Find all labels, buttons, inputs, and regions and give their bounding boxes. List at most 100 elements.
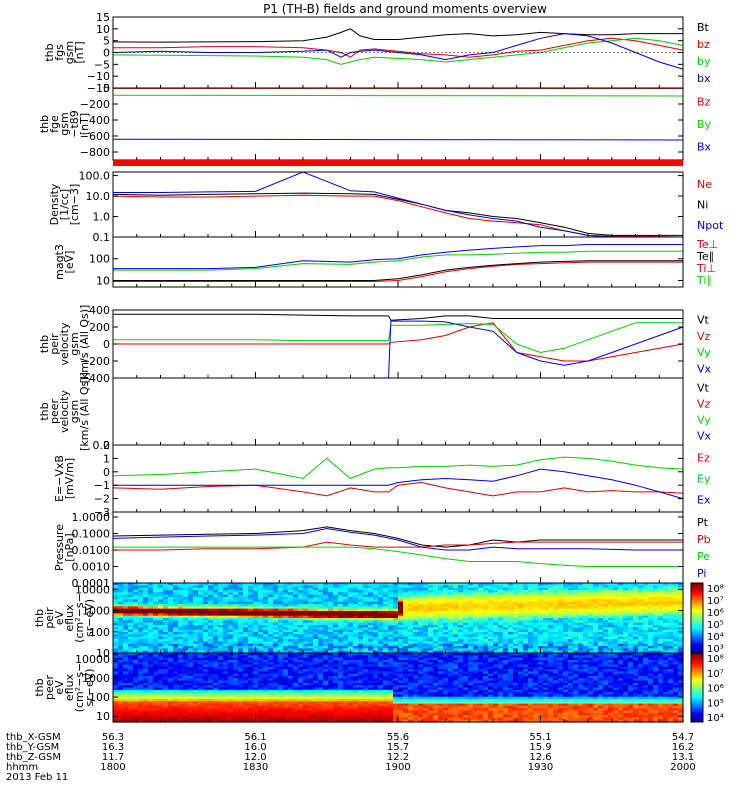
y-tick-label: 200: [89, 321, 110, 334]
legend-Bz: Bz: [697, 96, 711, 109]
y-tick-label: 10: [96, 647, 110, 660]
series-pressure-Pi: [112, 527, 683, 551]
colorbar-tick: 10⁶: [707, 684, 724, 695]
footer-label: thb_Z-GSM: [6, 752, 61, 763]
series-temps-Ti⊥: [113, 244, 683, 270]
panel-efield: 210−1−2−3 E=−VxB[mV/m] Ez Ey Ex: [53, 439, 711, 519]
panel-density: 100.0 10.0 1.0 0.1 Density[1/cc][cm−3] Ne Ni Np…: [48, 170, 724, 244]
y-tick-label: −200: [80, 355, 110, 368]
colorbar-tick: 10³: [707, 644, 724, 655]
legend-Pe: Pe: [697, 550, 710, 563]
legend-Ti∥: Ti∥: [696, 274, 712, 287]
colorbar-tick: 10⁴: [707, 713, 724, 724]
y-tick-label: 0.1000: [72, 527, 111, 540]
y-tick-label: −1: [94, 479, 110, 492]
mode-bar: [113, 160, 683, 166]
footer-value: 1900: [385, 762, 410, 773]
spectrogram-peir_flux: [113, 583, 684, 654]
y-axis-label: thbpeereVeflux(cm²−s−sr−eV): [33, 663, 96, 713]
y-tick-label: 5: [103, 35, 110, 48]
legend-Vy: Vy: [697, 346, 711, 359]
series-density-Ne: [112, 194, 684, 238]
footer-value: 1830: [243, 762, 268, 773]
series-efield-Ey: [112, 456, 684, 480]
colorbar-tick: 10⁴: [707, 632, 724, 643]
y-tick-label: −400: [80, 372, 110, 385]
legend-Ne: Ne: [697, 178, 712, 191]
legend-Vx: Vx: [697, 362, 712, 375]
y-tick-label: 0.0100: [72, 544, 111, 557]
legend-Ti⊥: Ti⊥: [696, 262, 716, 275]
y-axis-label: thbpeervelocitygsm[km/s (All Qs)]: [38, 372, 91, 451]
series-fge-Bx: [112, 138, 684, 141]
legend-Bt: Bt: [697, 21, 710, 34]
colorbar-tick: 10⁸: [707, 654, 724, 665]
series-efield-Ez: [112, 481, 684, 497]
y-tick-label: −3: [94, 506, 110, 519]
y-tick-label: 10.0: [86, 190, 111, 203]
y-tick-label: −15: [87, 82, 110, 95]
footer-value: 12.2: [387, 752, 409, 763]
footer-value: 16.2: [672, 742, 694, 753]
panel-peer_flux: 10000 1000 100 10thbpeereVeflux(cm²−s−sr−eV…: [33, 652, 684, 723]
legend-Vx: Vx: [697, 429, 712, 442]
y-tick-label: 400: [89, 304, 110, 317]
footer-value: 56.1: [244, 732, 266, 743]
y-tick-label: 10: [96, 274, 110, 287]
legend-by: by: [697, 55, 711, 68]
series-peir_vel-Vx: [113, 320, 684, 379]
legend-Te⊥: Te⊥: [696, 238, 718, 251]
footer-value: 15.7: [387, 742, 409, 753]
legend-Vy: Vy: [697, 413, 711, 426]
plot-title: P1 (TH-B) fields and ground moments over…: [263, 2, 547, 16]
legend-Ex: Ex: [697, 493, 711, 506]
y-axis-label: Pressure[nPa]: [53, 524, 76, 571]
panels: 151050−5−10−15thbfgsgsm[nT]Btbzbybx0−200…: [33, 11, 724, 724]
panel-peir_flux: 10000 1000 100 10thbpeireVeflux(cm²−s−sr−eV…: [33, 582, 684, 660]
legend-By: By: [697, 118, 712, 131]
series-fgs-Bt: [112, 28, 683, 43]
y-axis-label: thbfgsgsm[nT]: [43, 41, 86, 64]
legend-Pt: Pt: [697, 516, 709, 529]
series-fgs-bx: [112, 33, 684, 70]
y-axis-label: thbpeirvelocitygsm[km/s (All Qs)]: [38, 305, 91, 384]
legend-Te∥: Te∥: [696, 250, 714, 263]
footer-value: 1930: [528, 762, 553, 773]
series-efield-Ex: [113, 468, 684, 500]
legend-Ez: Ez: [697, 452, 710, 465]
legend-Ni: Ni: [697, 199, 708, 212]
series-pressure-Pt: [112, 526, 683, 548]
series-density-Npot: [113, 171, 683, 238]
legend-bx: bx: [697, 72, 711, 85]
panel-frame: [112, 444, 684, 513]
footer-value: 56.3: [102, 732, 124, 743]
spectrogram-peer_flux: [113, 653, 684, 723]
panel-temps: 100 10 magt3[eV] Te⊥Te∥Ti⊥Ti∥: [53, 236, 718, 288]
footer-value: 16.0: [244, 742, 266, 753]
legend-Pi: Pi: [697, 567, 706, 580]
footer-value: 16.3: [102, 742, 124, 753]
y-tick-label: 10000: [75, 653, 110, 666]
y-tick-label: 0: [103, 466, 110, 479]
footer-label: thb_Y-GSM: [6, 742, 59, 753]
y-tick-label: 10000: [75, 583, 110, 596]
series-peir_vel-Vt: [113, 313, 683, 321]
series-temps-Te∥: [113, 260, 683, 281]
y-tick-label: 0.1: [93, 231, 111, 244]
footer-ephemeris: thb_X-GSM 56.3 56.1 55.6 55.1 54.7 thb_Y-GSM 16…: [6, 732, 696, 783]
y-tick-label: 100: [89, 253, 110, 266]
y-tick-label: 1.0000: [72, 511, 111, 524]
y-tick-label: −600: [80, 130, 110, 143]
y-tick-label: 100.0: [79, 170, 111, 183]
footer-value: 55.6: [387, 732, 409, 743]
y-tick-label: 1.0: [93, 211, 111, 224]
series-peir_vel-Vy: [113, 322, 683, 354]
y-axis-label: thbpeireVeflux(cm²−s−sr−eV): [33, 593, 96, 643]
y-axis-label: Density[1/cc][cm−3]: [48, 183, 81, 225]
y-tick-label: 2: [103, 439, 110, 452]
y-tick-label: 0: [103, 82, 110, 95]
footer-value: 1800: [100, 762, 125, 773]
